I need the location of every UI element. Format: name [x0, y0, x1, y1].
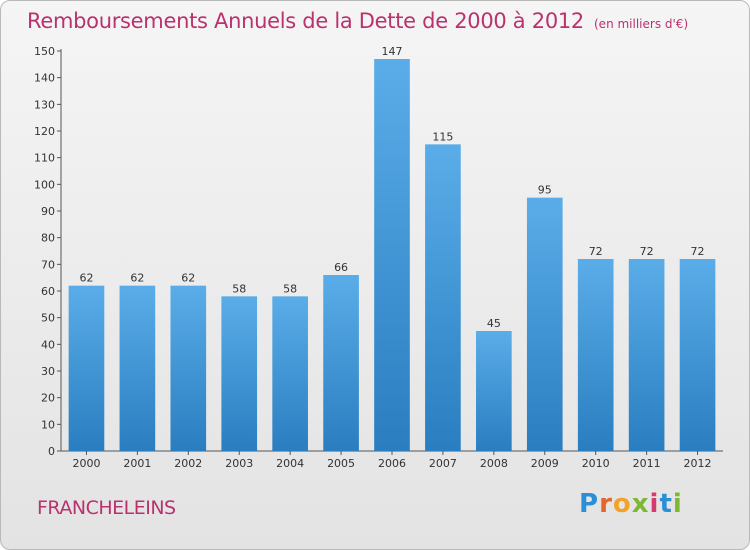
- y-tick-label: 50: [41, 312, 55, 325]
- data-label: 62: [130, 272, 144, 285]
- y-tick-label: 60: [41, 285, 55, 298]
- y-tick-label: 70: [41, 258, 55, 271]
- x-tick-label: 2004: [276, 457, 304, 470]
- y-tick-label: 130: [34, 98, 55, 111]
- x-tick-label: 2003: [225, 457, 253, 470]
- y-tick-label: 20: [41, 392, 55, 405]
- y-tick-label: 0: [48, 445, 55, 458]
- bar-2001: [119, 285, 156, 451]
- bar-2008: [476, 331, 512, 451]
- y-axis: 0 10 20 30 40 50 60 70 80 90 100 110 120 130 140 150: [34, 45, 62, 458]
- bar-2010: [577, 259, 614, 451]
- y-tick-label: 30: [41, 365, 55, 378]
- bar-2003: [221, 296, 258, 451]
- data-label: 62: [79, 272, 93, 285]
- x-tick-label: 2001: [123, 457, 151, 470]
- x-axis: 2000 2001 2002 2003 2004 2005 2006 2007 2008 2009…: [61, 450, 723, 470]
- data-label: 72: [691, 245, 705, 258]
- y-tick-label: 110: [34, 152, 55, 165]
- bar-2005: [323, 275, 359, 451]
- bar-2004: [272, 296, 308, 451]
- bar-2012: [679, 259, 716, 451]
- bar-2002: [170, 285, 207, 451]
- bar-2011: [628, 259, 665, 451]
- y-tick-label: 150: [34, 45, 55, 58]
- value-labels: 62 62 62 58 58 66 147 115 45 95 72 72 72: [79, 45, 704, 330]
- y-tick-label: 140: [34, 72, 55, 85]
- x-tick-label: 2011: [633, 457, 661, 470]
- y-tick-label: 100: [34, 178, 55, 191]
- data-label: 45: [487, 317, 501, 330]
- x-tick-label: 2006: [378, 457, 406, 470]
- data-label: 58: [283, 282, 297, 295]
- y-tick-label: 120: [34, 125, 55, 138]
- y-tick-label: 80: [41, 232, 55, 245]
- data-label: 58: [232, 282, 246, 295]
- data-label: 147: [382, 45, 403, 58]
- y-tick-label: 10: [41, 418, 55, 431]
- commune-name: FRANCHELEINS: [37, 497, 176, 519]
- y-tick-label: 90: [41, 205, 55, 218]
- data-label: 95: [538, 184, 552, 197]
- data-label: 115: [432, 130, 453, 143]
- data-label: 62: [181, 272, 195, 285]
- x-tick-label: 2005: [327, 457, 355, 470]
- data-label: 66: [334, 261, 348, 274]
- bars: [68, 59, 716, 452]
- bar-2007: [425, 144, 461, 452]
- proxiti-logo: Proxiti: [579, 489, 683, 519]
- x-tick-label: 2002: [174, 457, 202, 470]
- bar-2009: [526, 197, 563, 451]
- bar-2006: [374, 59, 410, 451]
- data-label: 72: [640, 245, 654, 258]
- x-tick-label: 2009: [531, 457, 559, 470]
- y-tick-label: 40: [41, 338, 55, 351]
- unit-label: (en milliers d'€): [594, 17, 689, 31]
- data-label: 72: [589, 245, 603, 258]
- x-tick-label: 2010: [582, 457, 610, 470]
- chart-title: Remboursements Annuels de la Dette de 20…: [27, 9, 688, 33]
- bar-2000: [68, 285, 105, 451]
- x-tick-label: 2008: [480, 457, 508, 470]
- x-tick-label: 2007: [429, 457, 457, 470]
- x-tick-label: 2000: [72, 457, 100, 470]
- x-tick-label: 2012: [684, 457, 712, 470]
- title-text: Remboursements Annuels de la Dette de 20…: [27, 9, 584, 33]
